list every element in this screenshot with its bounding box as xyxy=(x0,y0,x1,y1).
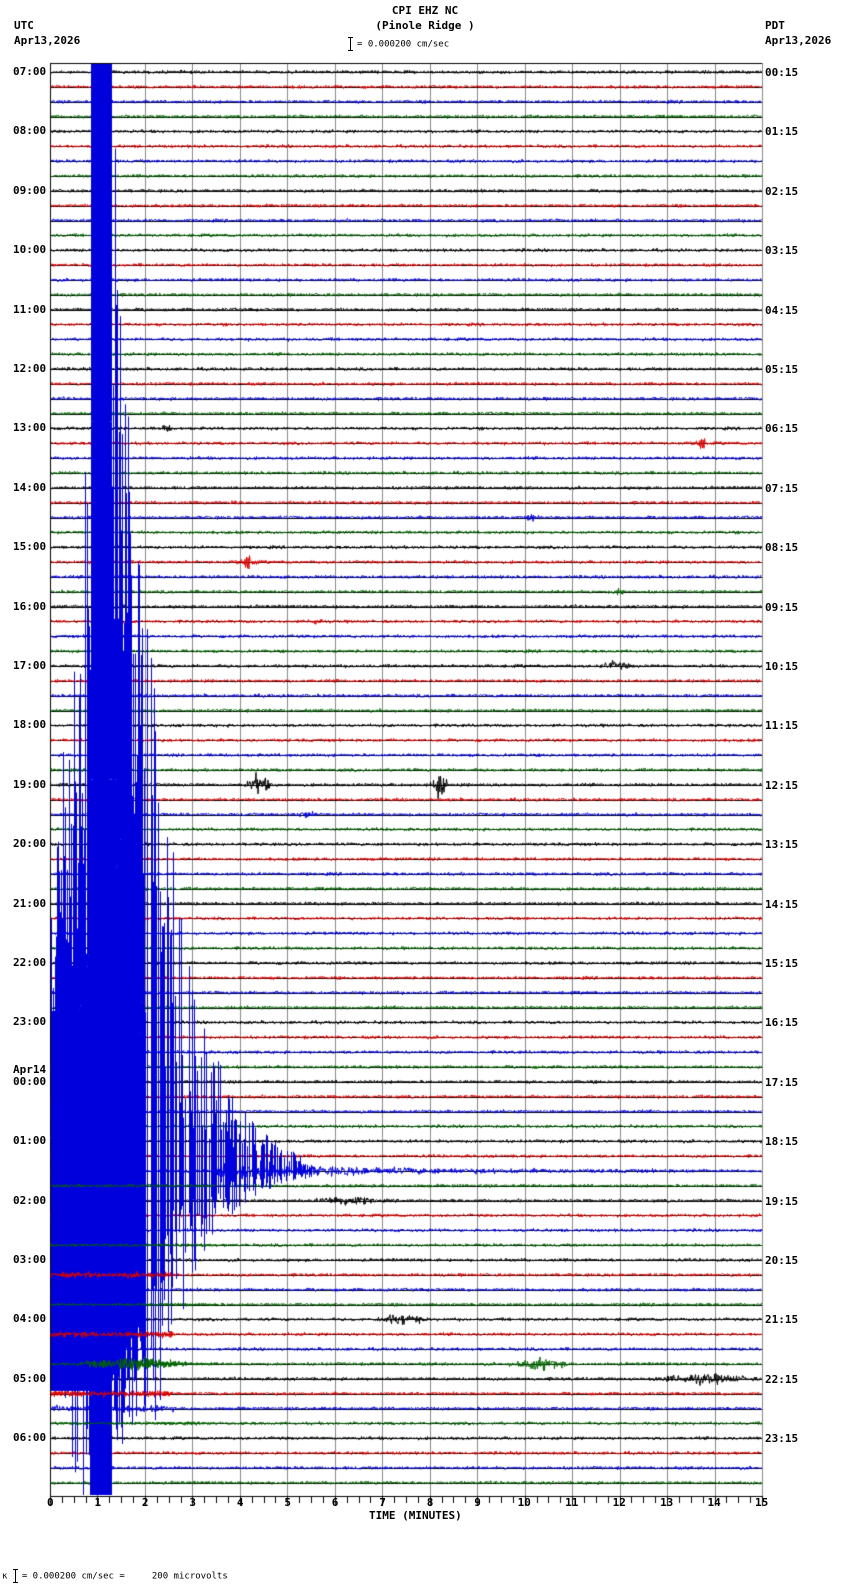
left-timezone: UTC xyxy=(14,19,34,32)
x-tick-label: 5 xyxy=(284,1496,291,1509)
footer-scale: κ = 0.000200 cm/sec = 200 microvolts xyxy=(2,1569,228,1583)
pdt-hour-label: 07:15 xyxy=(765,481,799,495)
x-tick-label: 10 xyxy=(517,1496,531,1509)
station-location: (Pinole Ridge ) xyxy=(375,19,475,32)
utc-hour-label: 05:00 xyxy=(13,1371,47,1385)
x-tick-label: 8 xyxy=(426,1496,434,1509)
utc-hour-label: 03:00 xyxy=(13,1253,47,1266)
x-tick-label: 7 xyxy=(379,1496,386,1509)
scale-bar-icon xyxy=(348,37,353,51)
pdt-hour-label: 11:15 xyxy=(765,719,799,733)
pdt-hour-label: 03:15 xyxy=(765,244,799,258)
pdt-hour-label: 15:15 xyxy=(765,957,799,970)
pdt-hour-label: 10:15 xyxy=(765,660,799,673)
pdt-hour-label: 16:15 xyxy=(765,1016,799,1030)
utc-hour-label: 16:00 xyxy=(13,599,47,613)
utc-hour-label: 12:00 xyxy=(13,362,47,375)
utc-hour-label: 08:00 xyxy=(13,124,47,138)
utc-hour-label: 02:00 xyxy=(13,1193,47,1207)
footer-scale-bar-icon xyxy=(12,1569,18,1583)
utc-hour-label: 17:00 xyxy=(13,659,47,672)
pdt-hour-label: 01:15 xyxy=(765,125,799,139)
pdt-hour-label: 02:15 xyxy=(765,184,799,198)
pdt-hour-label: 04:15 xyxy=(765,303,799,317)
x-tick-label: 1 xyxy=(94,1496,102,1509)
pdt-hour-label: 21:15 xyxy=(765,1313,799,1327)
utc-hour-label: 20:00 xyxy=(13,837,47,851)
utc-hour-label: 19:00 xyxy=(13,777,47,791)
utc-hour-label: 11:00 xyxy=(13,302,47,316)
utc-hour-label: 21:00 xyxy=(13,896,47,910)
x-tick-label: 2 xyxy=(141,1496,149,1509)
x-tick-label: 4 xyxy=(236,1496,244,1509)
footer-marker-icon: κ xyxy=(2,1571,8,1582)
right-date: Apr13,2026 xyxy=(765,34,832,47)
pdt-hour-label: 18:15 xyxy=(765,1135,799,1149)
pdt-hour-label: 19:15 xyxy=(765,1194,799,1208)
x-tick-label: 6 xyxy=(331,1496,339,1509)
x-tick-label: 14 xyxy=(707,1496,721,1509)
station-title: CPI EHZ NC xyxy=(391,4,459,17)
x-tick-label: 0 xyxy=(47,1496,54,1509)
left-date: Apr13,2026 xyxy=(14,34,81,47)
x-tick-label: 13 xyxy=(660,1496,674,1509)
footer-text: = 0.000200 cm/sec = 200 microvolts xyxy=(21,1571,228,1582)
pdt-hour-label: 08:15 xyxy=(765,541,799,555)
pdt-hour-label: 22:15 xyxy=(765,1372,799,1386)
utc-hour-label: 22:00 xyxy=(13,956,47,969)
pdt-hour-label: 00:15 xyxy=(765,66,799,79)
utc-hour-label: 04:00 xyxy=(13,1312,47,1326)
utc-hour-label: 06:00 xyxy=(13,1431,47,1445)
pdt-hour-label: 23:15 xyxy=(765,1432,799,1446)
scale-legend: = 0.000200 cm/sec xyxy=(348,37,449,51)
utc-hour-label: 13:00 xyxy=(13,421,47,435)
pdt-hour-label: 12:15 xyxy=(765,778,799,792)
right-timezone: PDT xyxy=(765,19,785,32)
utc-hour-label: 09:00 xyxy=(13,183,47,197)
utc-hour-label: 23:00 xyxy=(13,1015,47,1029)
pdt-hour-label: 17:15 xyxy=(765,1075,799,1089)
x-tick-label: 9 xyxy=(474,1496,481,1509)
utc-hour-label: 07:00 xyxy=(13,65,47,78)
x-tick-label: 11 xyxy=(565,1496,579,1509)
utc-hour-label: 18:00 xyxy=(13,718,47,732)
utc-hour-label: 01:00 xyxy=(13,1134,47,1148)
pdt-hour-label: 05:15 xyxy=(765,363,799,376)
x-tick-label: 15 xyxy=(755,1496,769,1509)
x-axis-title: TIME (MINUTES) xyxy=(369,1509,462,1522)
utc-hour-label: 10:00 xyxy=(13,243,47,257)
utc-hour-label: 14:00 xyxy=(13,480,47,494)
pdt-hour-label: 14:15 xyxy=(765,897,799,911)
pdt-hour-label: 06:15 xyxy=(765,422,799,436)
pdt-hour-label: 09:15 xyxy=(765,600,799,614)
x-tick-label: 12 xyxy=(612,1496,626,1509)
utc-hour-label: Apr14 00:00 xyxy=(13,1062,47,1088)
pdt-hour-label: 20:15 xyxy=(765,1254,799,1267)
scale-text: = 0.000200 cm/sec xyxy=(357,39,450,50)
x-tick-label: 3 xyxy=(189,1496,197,1509)
utc-hour-label: 15:00 xyxy=(13,540,47,554)
pdt-hour-label: 13:15 xyxy=(765,838,799,852)
